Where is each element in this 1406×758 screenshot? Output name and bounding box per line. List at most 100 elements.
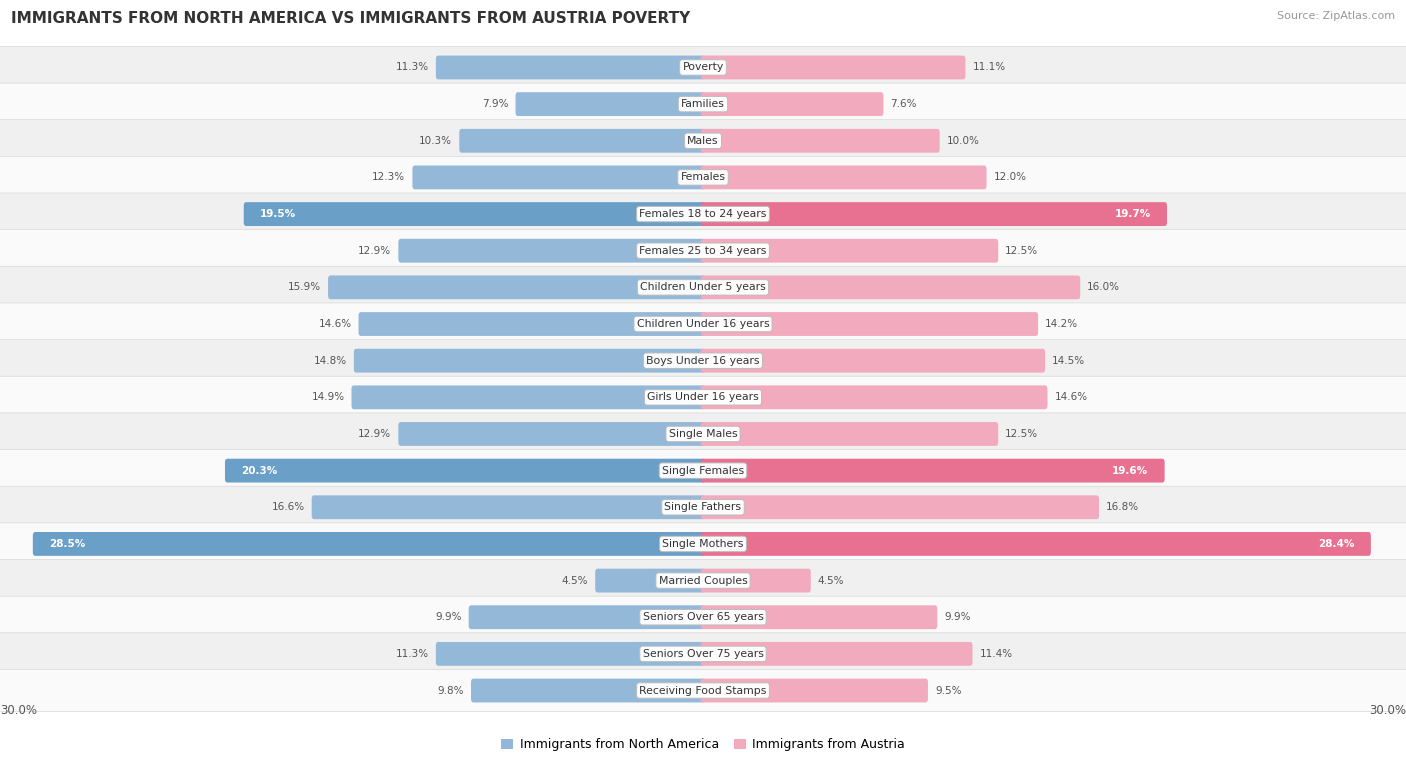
Text: Males: Males xyxy=(688,136,718,146)
FancyBboxPatch shape xyxy=(0,156,1406,199)
FancyBboxPatch shape xyxy=(471,678,706,703)
Text: 9.5%: 9.5% xyxy=(935,685,962,696)
Text: Children Under 16 years: Children Under 16 years xyxy=(637,319,769,329)
Text: 10.0%: 10.0% xyxy=(946,136,980,146)
Text: Single Females: Single Females xyxy=(662,465,744,475)
FancyBboxPatch shape xyxy=(0,523,1406,565)
Text: 9.9%: 9.9% xyxy=(945,612,972,622)
FancyBboxPatch shape xyxy=(0,83,1406,125)
FancyBboxPatch shape xyxy=(700,385,1047,409)
Text: Single Mothers: Single Mothers xyxy=(662,539,744,549)
Text: Source: ZipAtlas.com: Source: ZipAtlas.com xyxy=(1277,11,1395,21)
Text: 11.3%: 11.3% xyxy=(395,62,429,73)
Text: 7.9%: 7.9% xyxy=(482,99,509,109)
FancyBboxPatch shape xyxy=(700,642,973,666)
FancyBboxPatch shape xyxy=(0,633,1406,675)
FancyBboxPatch shape xyxy=(0,669,1406,712)
Text: 15.9%: 15.9% xyxy=(288,283,321,293)
Text: 10.3%: 10.3% xyxy=(419,136,453,146)
Text: 11.3%: 11.3% xyxy=(395,649,429,659)
Text: Seniors Over 75 years: Seniors Over 75 years xyxy=(643,649,763,659)
Text: Females 18 to 24 years: Females 18 to 24 years xyxy=(640,209,766,219)
Text: Receiving Food Stamps: Receiving Food Stamps xyxy=(640,685,766,696)
Text: 19.7%: 19.7% xyxy=(1115,209,1150,219)
Text: 16.6%: 16.6% xyxy=(271,503,305,512)
Text: Boys Under 16 years: Boys Under 16 years xyxy=(647,356,759,365)
FancyBboxPatch shape xyxy=(243,202,706,226)
Text: 19.5%: 19.5% xyxy=(260,209,297,219)
Text: 12.3%: 12.3% xyxy=(373,172,405,183)
Text: 7.6%: 7.6% xyxy=(890,99,917,109)
Text: 16.0%: 16.0% xyxy=(1087,283,1121,293)
FancyBboxPatch shape xyxy=(0,303,1406,345)
Text: 12.0%: 12.0% xyxy=(994,172,1026,183)
FancyBboxPatch shape xyxy=(700,678,928,703)
Text: Single Males: Single Males xyxy=(669,429,737,439)
FancyBboxPatch shape xyxy=(0,486,1406,528)
FancyBboxPatch shape xyxy=(700,92,883,116)
FancyBboxPatch shape xyxy=(700,422,998,446)
FancyBboxPatch shape xyxy=(436,642,706,666)
FancyBboxPatch shape xyxy=(0,559,1406,602)
Text: 9.8%: 9.8% xyxy=(437,685,464,696)
FancyBboxPatch shape xyxy=(700,349,1045,373)
FancyBboxPatch shape xyxy=(595,568,706,593)
Text: 12.5%: 12.5% xyxy=(1005,246,1039,255)
Legend: Immigrants from North America, Immigrants from Austria: Immigrants from North America, Immigrant… xyxy=(496,733,910,756)
Text: 4.5%: 4.5% xyxy=(818,575,845,586)
FancyBboxPatch shape xyxy=(460,129,706,152)
FancyBboxPatch shape xyxy=(0,376,1406,418)
FancyBboxPatch shape xyxy=(352,385,706,409)
FancyBboxPatch shape xyxy=(0,413,1406,455)
Text: Single Fathers: Single Fathers xyxy=(665,503,741,512)
FancyBboxPatch shape xyxy=(398,422,706,446)
FancyBboxPatch shape xyxy=(700,165,987,190)
FancyBboxPatch shape xyxy=(468,606,706,629)
Text: Poverty: Poverty xyxy=(682,62,724,73)
FancyBboxPatch shape xyxy=(32,532,706,556)
Text: IMMIGRANTS FROM NORTH AMERICA VS IMMIGRANTS FROM AUSTRIA POVERTY: IMMIGRANTS FROM NORTH AMERICA VS IMMIGRA… xyxy=(11,11,690,27)
Text: Females: Females xyxy=(681,172,725,183)
Text: 14.9%: 14.9% xyxy=(311,393,344,402)
Text: 12.5%: 12.5% xyxy=(1005,429,1039,439)
FancyBboxPatch shape xyxy=(700,459,1164,483)
FancyBboxPatch shape xyxy=(516,92,706,116)
FancyBboxPatch shape xyxy=(700,202,1167,226)
FancyBboxPatch shape xyxy=(359,312,706,336)
Text: 28.4%: 28.4% xyxy=(1317,539,1354,549)
Text: 12.9%: 12.9% xyxy=(359,246,391,255)
FancyBboxPatch shape xyxy=(700,312,1038,336)
Text: 14.6%: 14.6% xyxy=(1054,393,1088,402)
FancyBboxPatch shape xyxy=(436,55,706,80)
Text: 11.1%: 11.1% xyxy=(973,62,1005,73)
Text: 4.5%: 4.5% xyxy=(561,575,588,586)
Text: Married Couples: Married Couples xyxy=(658,575,748,586)
Text: 19.6%: 19.6% xyxy=(1112,465,1149,475)
FancyBboxPatch shape xyxy=(0,340,1406,382)
Text: 30.0%: 30.0% xyxy=(0,704,37,717)
Text: 11.4%: 11.4% xyxy=(980,649,1012,659)
Text: 30.0%: 30.0% xyxy=(1369,704,1406,717)
Text: Children Under 5 years: Children Under 5 years xyxy=(640,283,766,293)
FancyBboxPatch shape xyxy=(0,449,1406,492)
Text: Girls Under 16 years: Girls Under 16 years xyxy=(647,393,759,402)
FancyBboxPatch shape xyxy=(0,230,1406,272)
Text: 14.2%: 14.2% xyxy=(1045,319,1078,329)
FancyBboxPatch shape xyxy=(312,496,706,519)
FancyBboxPatch shape xyxy=(412,165,706,190)
Text: 14.5%: 14.5% xyxy=(1052,356,1085,365)
Text: 28.5%: 28.5% xyxy=(49,539,86,549)
FancyBboxPatch shape xyxy=(700,606,938,629)
FancyBboxPatch shape xyxy=(0,193,1406,235)
Text: Families: Families xyxy=(681,99,725,109)
FancyBboxPatch shape xyxy=(700,129,939,152)
FancyBboxPatch shape xyxy=(354,349,706,373)
Text: 12.9%: 12.9% xyxy=(359,429,391,439)
FancyBboxPatch shape xyxy=(0,120,1406,162)
FancyBboxPatch shape xyxy=(398,239,706,262)
Text: 20.3%: 20.3% xyxy=(242,465,277,475)
FancyBboxPatch shape xyxy=(700,275,1080,299)
FancyBboxPatch shape xyxy=(700,568,811,593)
Text: Seniors Over 65 years: Seniors Over 65 years xyxy=(643,612,763,622)
FancyBboxPatch shape xyxy=(328,275,706,299)
